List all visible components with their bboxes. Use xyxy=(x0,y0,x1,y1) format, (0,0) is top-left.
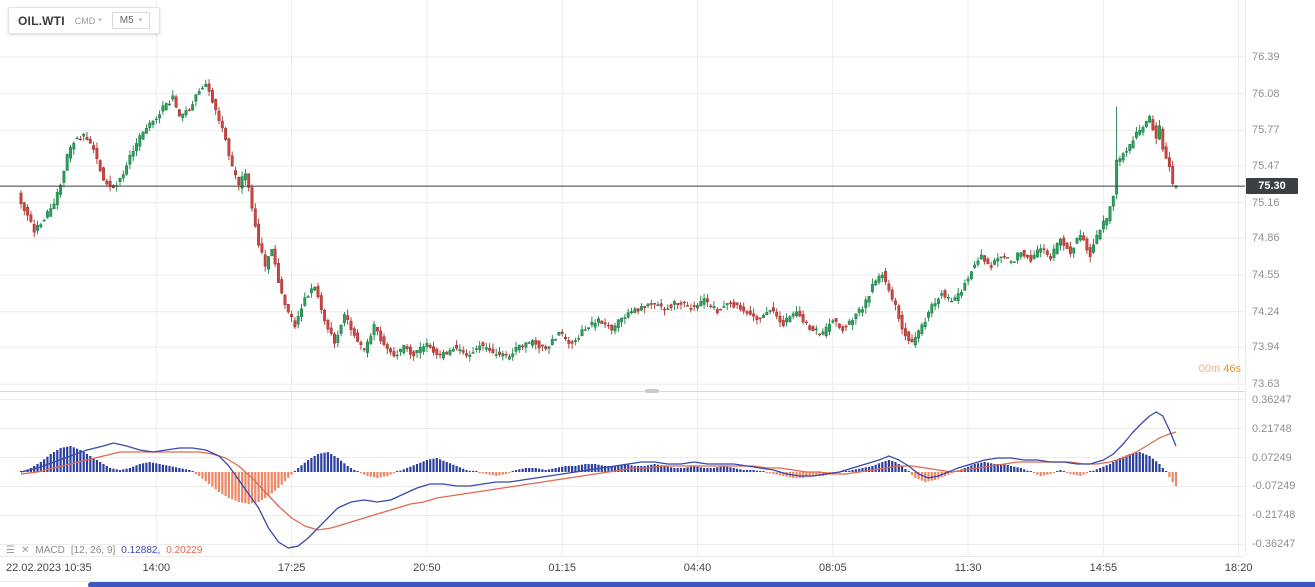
macd-axis-label: -0.21748 xyxy=(1252,509,1296,522)
indicator-name: MACD xyxy=(35,545,65,556)
indicator-settings-icon[interactable]: ☰ xyxy=(6,544,15,556)
market-dropdown[interactable]: CMD ▾ xyxy=(75,16,102,26)
market-label: CMD xyxy=(74,15,96,26)
price-axis-label: 73.63 xyxy=(1252,378,1280,391)
price-axis-label: 75.47 xyxy=(1252,159,1280,172)
time-axis-label: 11:30 xyxy=(954,562,982,574)
timeframe-dropdown[interactable]: M5 ▾ xyxy=(111,12,151,29)
time-axis-label: 04:40 xyxy=(683,562,712,574)
time-axis-label: 18:20 xyxy=(1224,562,1253,574)
chevron-down-icon: ▾ xyxy=(98,17,102,24)
timeframe-label: M5 xyxy=(119,15,134,26)
indicator-signal-value: 0.20229 xyxy=(166,545,203,556)
bar-countdown: 00m 46s xyxy=(1199,363,1241,375)
macd-axis-label: 0.07249 xyxy=(1252,451,1292,464)
panel-resize-handle[interactable] xyxy=(645,389,659,393)
macd-axis-label: 0.36247 xyxy=(1252,393,1292,406)
price-axis[interactable]: 76.39 76.08 75.77 75.47 75.16 74.86 74.55 74.24… xyxy=(1245,0,1315,556)
countdown-minutes: 00m xyxy=(1198,363,1221,375)
price-axis-label: 74.55 xyxy=(1252,269,1280,281)
time-axis-label: 14:55 xyxy=(1089,562,1118,574)
indicator-close-icon[interactable]: ✕ xyxy=(20,544,30,556)
macd-axis-label: -0.36247 xyxy=(1252,538,1296,551)
price-axis-label: 76.08 xyxy=(1252,87,1280,100)
chart-scrollbar xyxy=(0,581,1315,587)
instrument-selector[interactable]: OIL.WTI CMD ▾ M5 ▾ xyxy=(8,7,161,34)
price-axis-label: 75.16 xyxy=(1252,196,1280,209)
chart-canvas[interactable] xyxy=(0,0,1245,556)
time-axis-label: 22.02.2023 10:35 xyxy=(6,562,92,574)
time-axis-label: 17:25 xyxy=(277,562,306,574)
price-axis-label: 74.24 xyxy=(1252,305,1280,318)
current-price-badge: 75.30 xyxy=(1246,178,1298,195)
macd-axis-label: 0.21748 xyxy=(1252,422,1292,435)
chevron-down-icon: ▾ xyxy=(138,17,143,24)
time-axis[interactable]: 22.02.2023 10:35 14:00 17:25 20:50 01:15 04:4… xyxy=(0,556,1252,580)
countdown-seconds: 46s xyxy=(1223,363,1241,375)
macd-axis-label: -0.07249 xyxy=(1252,480,1296,493)
price-axis-label: 75.77 xyxy=(1252,124,1280,137)
time-axis-label: 20:50 xyxy=(413,562,441,574)
indicator-params: [12, 26, 9] xyxy=(70,545,116,556)
current-price-value: 75.30 xyxy=(1258,180,1286,193)
instrument-symbol: OIL.WTI xyxy=(18,13,65,28)
time-axis-label: 08:05 xyxy=(819,562,847,574)
time-axis-label: 01:15 xyxy=(548,562,576,574)
indicator-macd-value: 0.12882, xyxy=(121,545,161,556)
chart-scrollbar-thumb[interactable] xyxy=(88,582,1315,587)
time-axis-label: 14:00 xyxy=(142,562,171,574)
price-axis-label: 76.39 xyxy=(1252,50,1280,63)
price-axis-label: 74.86 xyxy=(1252,232,1280,245)
macd-indicator-bar: ☰ ✕ MACD [12, 26, 9] 0.12882, 0.20229 xyxy=(6,545,202,556)
price-axis-label: 73.94 xyxy=(1252,341,1280,354)
